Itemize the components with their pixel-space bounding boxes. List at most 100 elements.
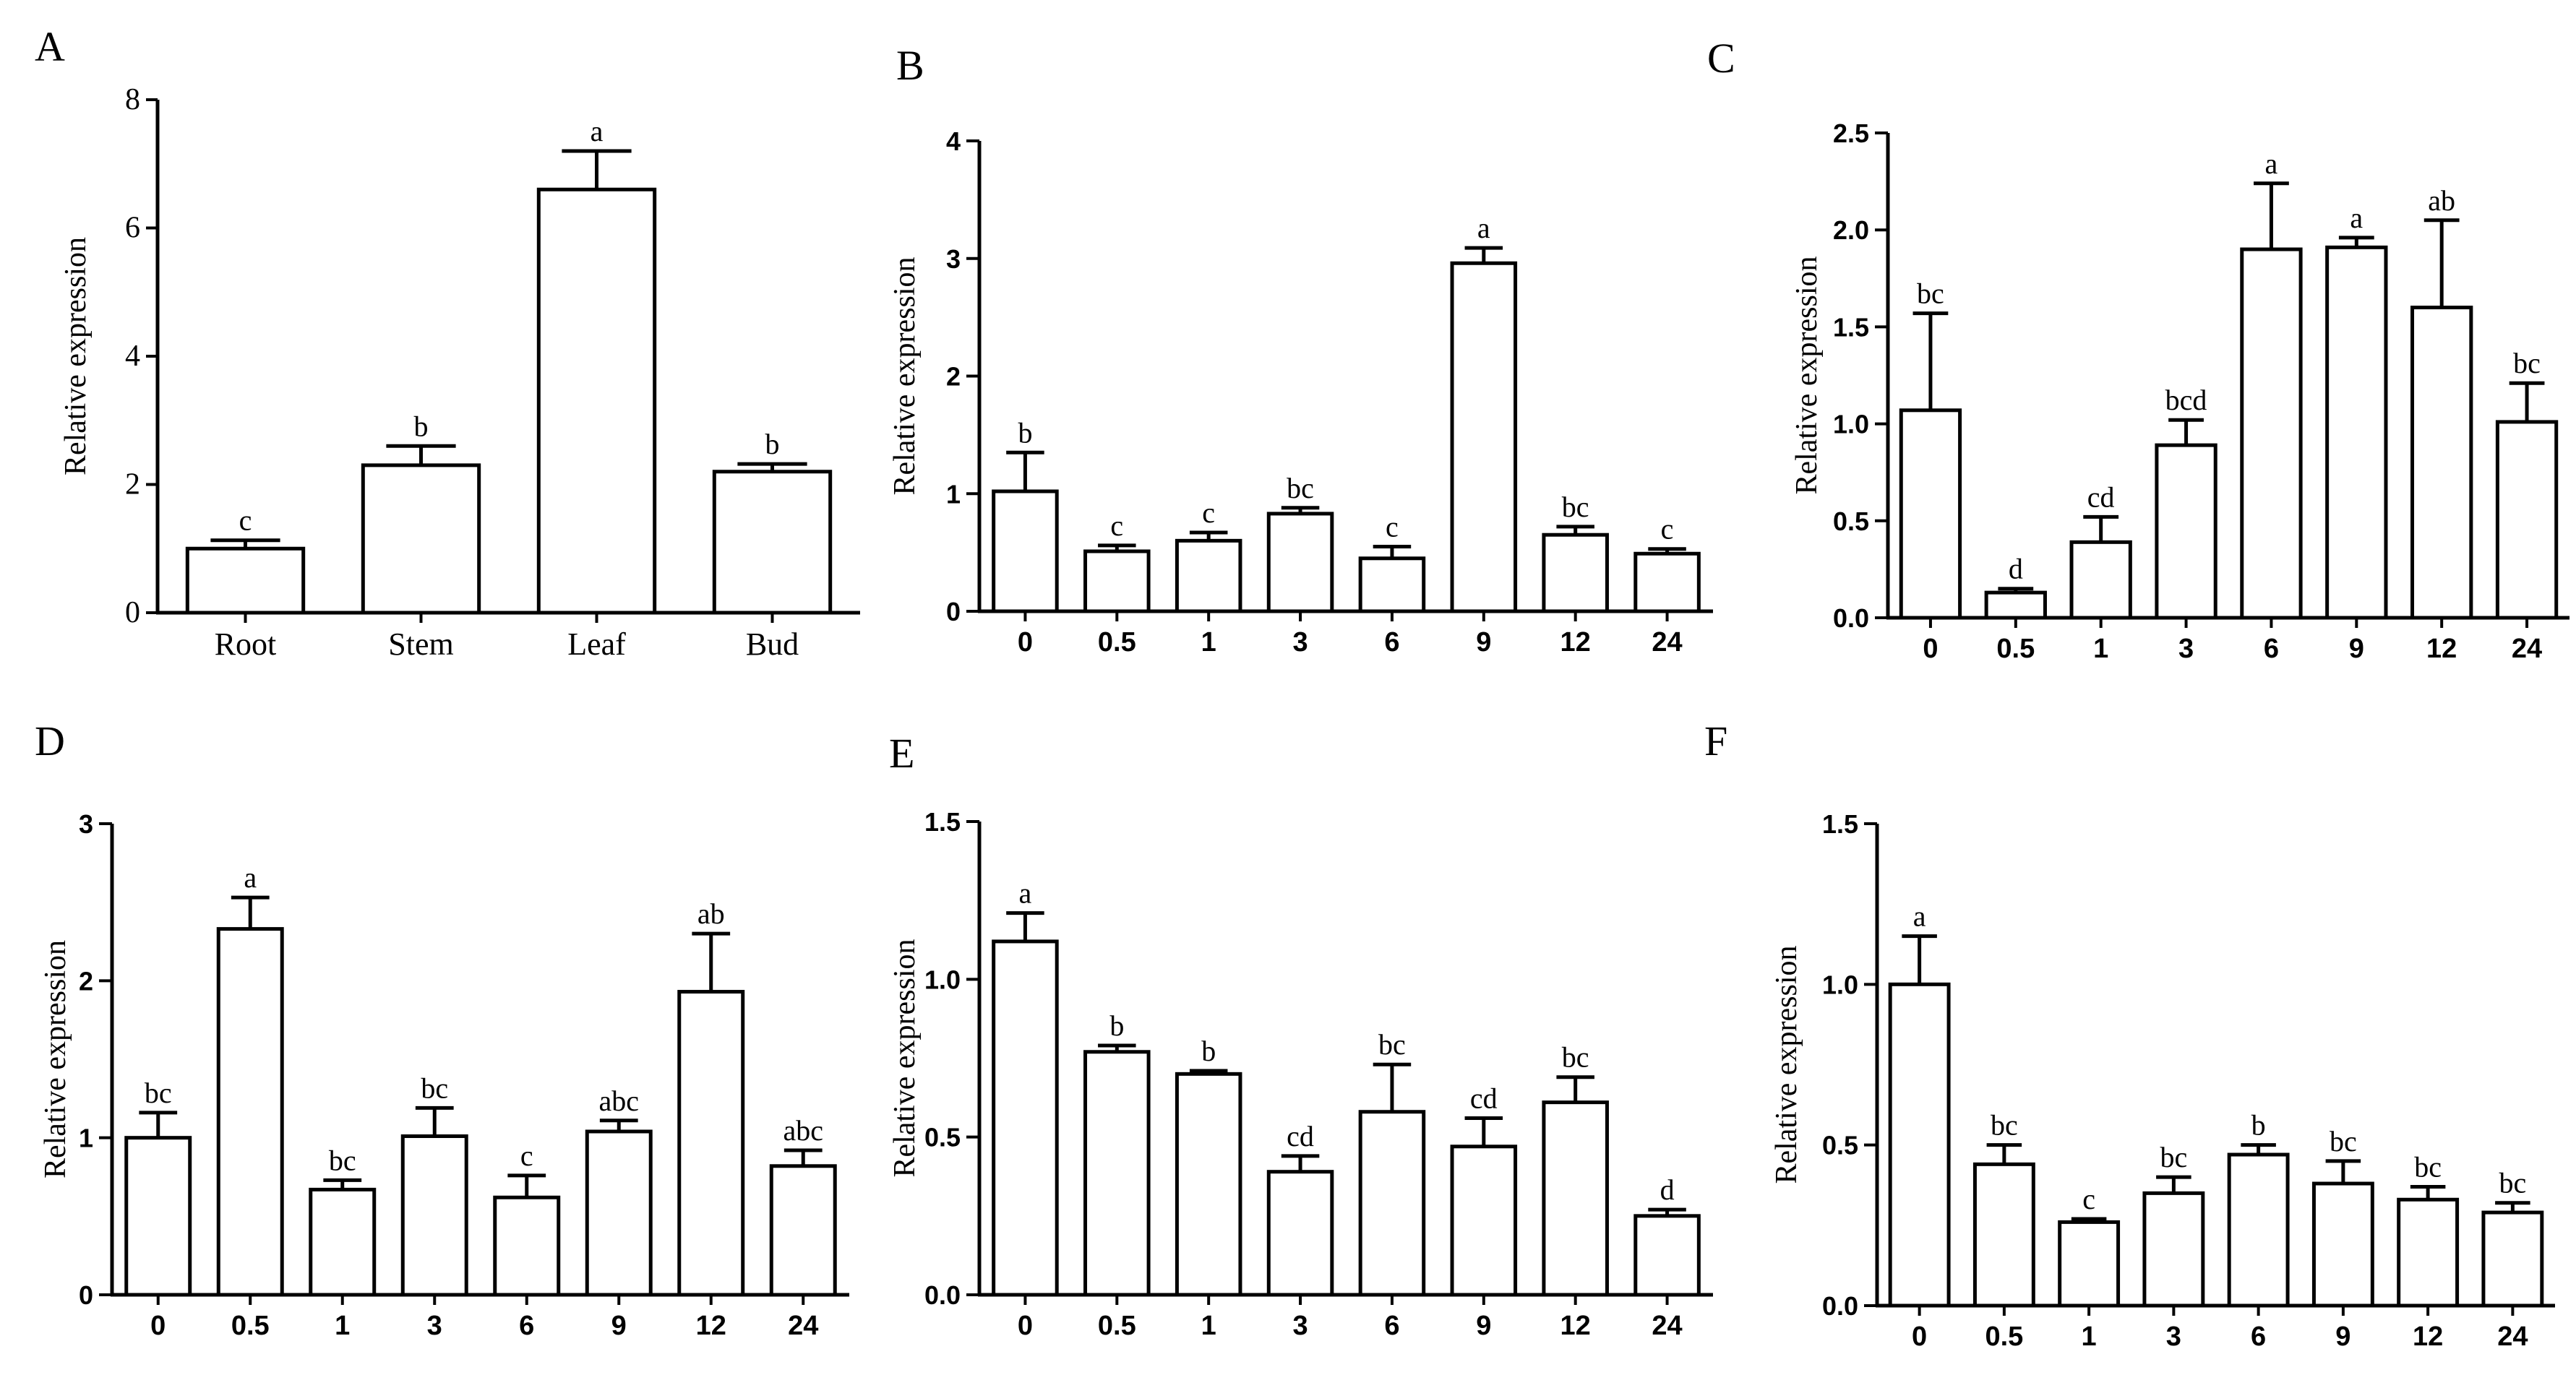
bar: [2410, 306, 2473, 620]
x-tick-label: 0: [1018, 627, 1033, 658]
y-axis-label: Relative expression: [39, 940, 72, 1178]
significance-letter: a: [2265, 147, 2278, 180]
significance-letter: b: [1018, 416, 1032, 449]
y-axis-label: Relative expression: [888, 939, 922, 1177]
bar: [216, 927, 284, 1297]
significance-letter: bc: [329, 1144, 356, 1176]
y-tick-label: 1.5: [924, 807, 961, 837]
significance-letter: bc: [1562, 1041, 1589, 1074]
significance-letter: bc: [1562, 491, 1589, 523]
bar: [124, 1136, 192, 1297]
y-tick-label: 1.5: [1822, 809, 1858, 839]
x-tick-label: 0: [1912, 1322, 1927, 1352]
bar: [1450, 261, 1518, 613]
panel-e: E Relative expression 0.0 0.5 1.0 1.5 0 a 0.5 b 1 b…: [888, 730, 1713, 1341]
bar: [769, 1164, 837, 1297]
x-tick-label: 1: [1201, 1311, 1216, 1341]
bar: [361, 463, 481, 615]
bar: [1266, 512, 1334, 613]
significance-letter: bc: [2499, 1167, 2526, 1199]
x-tick-label: 3: [1292, 1311, 1308, 1341]
bar: [2227, 1152, 2290, 1308]
significance-letter: bc: [2330, 1125, 2357, 1158]
y-tick-label: 0.5: [1822, 1131, 1858, 1160]
significance-letter: b: [1109, 1009, 1124, 1042]
y-axis-label: Relative expression: [1770, 945, 1803, 1184]
x-tick-label: 24: [1652, 627, 1682, 658]
bar: [400, 1134, 468, 1297]
bar: [2142, 1191, 2205, 1308]
y-axis-label: Relative expression: [888, 257, 922, 495]
x-tick-label: 1: [2082, 1322, 2097, 1352]
significance-letter: bc: [1917, 277, 1944, 310]
bar: [1972, 1162, 2035, 1308]
y-tick-label: 2: [946, 362, 961, 392]
significance-letter: c: [239, 504, 252, 537]
y-axis-label: Relative expression: [59, 237, 93, 475]
bar: [1358, 556, 1426, 613]
bar: [2069, 540, 2132, 620]
y-tick-label: 4: [946, 126, 961, 156]
bar: [1266, 1170, 1334, 1297]
y-tick-label: 2: [125, 468, 140, 501]
x-tick-label: 12: [696, 1311, 726, 1341]
y-tick-label: 6: [125, 212, 140, 245]
y-tick-label: 2: [79, 966, 93, 996]
significance-letter: cd: [2087, 480, 2115, 513]
significance-letter: a: [2350, 202, 2363, 234]
x-tick-label: 1: [2093, 634, 2108, 664]
significance-letter: abc: [598, 1085, 639, 1117]
y-tick-label: 0.5: [1833, 507, 1869, 536]
panel-label: F: [1704, 717, 1727, 764]
bar: [1888, 982, 1951, 1308]
y-tick-label: 1: [946, 479, 961, 509]
x-tick-label: 24: [2497, 1322, 2528, 1352]
y-tick-label: 0: [946, 597, 961, 626]
x-tick-label: Bud: [746, 626, 799, 662]
significance-letter: cd: [1287, 1120, 1314, 1152]
x-tick-label: 6: [1384, 1311, 1399, 1341]
bar: [2311, 1181, 2374, 1308]
bar: [1175, 538, 1242, 613]
significance-letter: d: [2009, 553, 2023, 585]
bar: [1450, 1145, 1518, 1297]
significance-letter: a: [1019, 877, 1032, 910]
x-tick-label: 1: [1201, 627, 1216, 658]
y-tick-label: 3: [946, 244, 961, 274]
significance-letter: bc: [2160, 1141, 2187, 1173]
y-tick-label: 0.0: [1833, 603, 1869, 633]
x-tick-label: 24: [788, 1311, 818, 1341]
y-tick-label: 8: [125, 83, 140, 116]
bar: [2481, 1210, 2544, 1308]
x-tick-label: 9: [2349, 634, 2364, 664]
x-tick-label: 12: [1560, 1311, 1591, 1341]
y-tick-label: 1.0: [1822, 970, 1858, 999]
x-tick-label: 3: [1292, 627, 1308, 658]
bar: [992, 489, 1059, 613]
x-tick-label: 12: [2426, 634, 2457, 664]
y-tick-label: 1.5: [1833, 312, 1869, 342]
significance-letter: bc: [1991, 1109, 2018, 1142]
significance-letter: c: [1661, 513, 1674, 546]
significance-letter: abc: [783, 1114, 823, 1147]
y-tick-label: 2.5: [1833, 118, 1869, 148]
bar: [2058, 1220, 2121, 1308]
significance-letter: b: [2251, 1109, 2266, 1142]
y-tick-label: 0.0: [1822, 1291, 1858, 1321]
bar: [2495, 420, 2559, 620]
x-tick-label: 12: [1560, 627, 1591, 658]
bar: [1542, 1100, 1609, 1297]
panel-label: E: [889, 730, 914, 777]
bar: [1899, 408, 1962, 620]
significance-letter: b: [765, 428, 780, 460]
significance-letter: c: [1386, 510, 1399, 543]
significance-letter: c: [2082, 1183, 2095, 1215]
x-tick-label: 0.5: [231, 1311, 270, 1341]
x-tick-label: Stem: [388, 626, 453, 662]
y-tick-label: 0: [125, 596, 140, 629]
bar: [2325, 245, 2388, 620]
x-tick-label: 3: [2166, 1322, 2181, 1352]
bar: [677, 990, 745, 1297]
